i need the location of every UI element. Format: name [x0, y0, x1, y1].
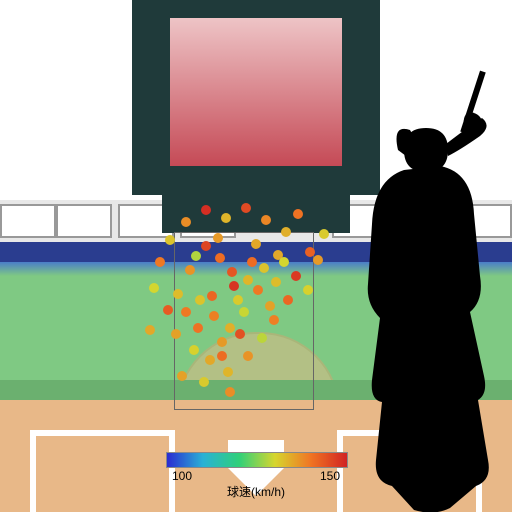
pitch-marker: [195, 295, 205, 305]
pitch-marker: [173, 289, 183, 299]
legend-tick-min: 100: [172, 469, 192, 483]
pitch-marker: [281, 227, 291, 237]
pitch-marker: [207, 291, 217, 301]
stand-segment: [56, 204, 112, 238]
pitch-marker: [193, 323, 203, 333]
pitch-marker: [185, 265, 195, 275]
pitch-marker: [253, 285, 263, 295]
pitch-marker: [221, 213, 231, 223]
pitch-marker: [225, 323, 235, 333]
color-legend: 100 150 球速(km/h): [166, 452, 346, 500]
pitch-marker: [261, 215, 271, 225]
pitch-marker: [215, 253, 225, 263]
pitch-marker: [209, 311, 219, 321]
pitch-marker: [243, 351, 253, 361]
pitch-marker: [205, 355, 215, 365]
pitch-marker: [217, 337, 227, 347]
pitch-marker: [199, 377, 209, 387]
pitch-marker: [265, 301, 275, 311]
pitch-marker: [257, 333, 267, 343]
pitch-marker: [177, 371, 187, 381]
pitch-marker: [223, 367, 233, 377]
pitch-marker: [251, 239, 261, 249]
batter-silhouette-icon: [318, 70, 512, 512]
pitch-marker: [235, 329, 245, 339]
legend-ticks: 100 150: [166, 469, 346, 483]
pitch-marker: [171, 329, 181, 339]
pitch-marker: [149, 283, 159, 293]
pitch-marker: [155, 257, 165, 267]
pitch-marker: [181, 307, 191, 317]
pitch-marker: [227, 267, 237, 277]
pitch-marker: [201, 241, 211, 251]
pitch-marker: [239, 307, 249, 317]
pitch-marker: [145, 325, 155, 335]
batters-box-left: [30, 430, 175, 520]
chart-stage: 100 150 球速(km/h): [0, 0, 512, 512]
pitch-marker: [165, 235, 175, 245]
legend-label: 球速(km/h): [166, 483, 346, 500]
pitch-marker: [181, 217, 191, 227]
pitch-marker: [283, 295, 293, 305]
pitch-marker: [225, 387, 235, 397]
pitch-marker: [191, 251, 201, 261]
pitch-marker: [163, 305, 173, 315]
pitch-marker: [189, 345, 199, 355]
pitch-marker: [303, 285, 313, 295]
pitch-marker: [293, 209, 303, 219]
pitch-marker: [259, 263, 269, 273]
pitch-marker: [269, 315, 279, 325]
pitch-marker: [291, 271, 301, 281]
pitch-marker: [247, 257, 257, 267]
stand-segment: [0, 204, 56, 238]
pitch-marker: [233, 295, 243, 305]
pitch-marker: [217, 351, 227, 361]
legend-tick-max: 150: [320, 469, 340, 483]
pitch-marker: [213, 233, 223, 243]
pitch-marker: [279, 257, 289, 267]
pitch-marker: [243, 275, 253, 285]
legend-gradient-bar: [166, 452, 348, 468]
pitch-marker: [271, 277, 281, 287]
pitch-marker: [201, 205, 211, 215]
scoreboard-screen: [170, 18, 342, 166]
pitch-marker: [241, 203, 251, 213]
pitch-marker: [229, 281, 239, 291]
